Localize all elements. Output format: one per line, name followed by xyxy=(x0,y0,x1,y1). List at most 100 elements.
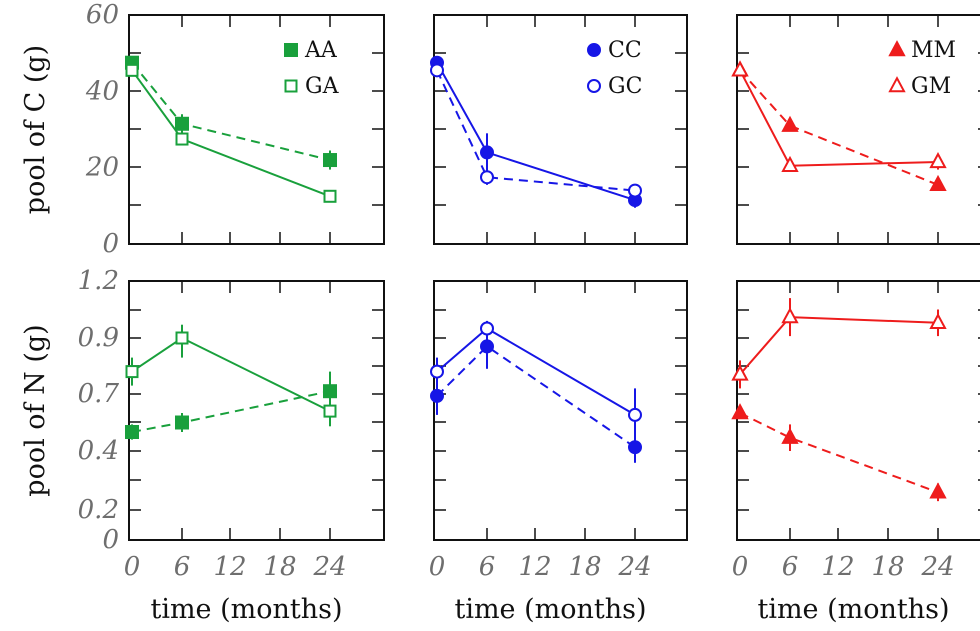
x-tick-label: 0 xyxy=(732,552,749,582)
series-marker xyxy=(929,482,947,499)
y-axis-title: pool of N (g) xyxy=(20,324,51,496)
y-tick-label: 0 xyxy=(102,229,119,259)
y-tick-label: 60 xyxy=(86,0,119,30)
x-tick-label: 18 xyxy=(263,552,296,582)
series-marker xyxy=(628,183,642,198)
x-tick-label: 0 xyxy=(429,552,446,582)
series-marker xyxy=(125,425,139,439)
series-line xyxy=(739,69,939,167)
series-marker xyxy=(323,153,337,168)
plot-frame xyxy=(128,280,385,541)
series-line xyxy=(436,62,636,202)
series-marker xyxy=(888,76,906,93)
series-marker xyxy=(731,403,749,420)
series-marker xyxy=(929,152,947,169)
legend-label: MM xyxy=(911,38,956,63)
series-marker xyxy=(480,145,494,160)
legend-label: GC xyxy=(608,74,642,99)
series-marker xyxy=(929,174,947,192)
x-tick-label: 6 xyxy=(782,552,799,582)
series-gc xyxy=(430,63,642,198)
chart-panel: 00.2 0.4 0.7 0.9 1.2 0 6 12 18 24 time (months) poo… xyxy=(20,266,385,625)
series-marker xyxy=(323,189,337,203)
series-aa xyxy=(125,371,337,440)
series-marker xyxy=(175,116,189,131)
series-gm xyxy=(731,60,947,172)
chart-panel: 0 20 40 60 pool of C (g) AA GA xyxy=(20,0,385,259)
series-line xyxy=(436,345,636,449)
y-tick-label: 0.9 xyxy=(78,323,119,353)
y-tick-label: 0.4 xyxy=(78,436,119,466)
y-tick-label: 20 xyxy=(85,153,119,183)
x-tick-label: 12 xyxy=(821,552,854,582)
chart-panel: 0 6 12 18 24 time (months) xyxy=(429,280,688,625)
series-marker xyxy=(480,321,494,336)
x-axis-title: time (months) xyxy=(757,594,949,625)
legend-label: AA xyxy=(304,38,338,63)
series-ga xyxy=(125,324,337,427)
series-marker xyxy=(430,388,444,403)
series-marker xyxy=(430,63,444,78)
series-line xyxy=(436,327,636,416)
chart-panel: CC GC xyxy=(430,14,688,245)
series-marker xyxy=(781,427,799,444)
series-line xyxy=(739,412,939,494)
y-tick-label: 40 xyxy=(85,76,119,106)
series-marker xyxy=(175,132,189,146)
y-tick-label: 0.7 xyxy=(78,379,120,409)
y-tick-label: 0.2 xyxy=(78,495,119,525)
plot-frame xyxy=(433,280,688,541)
chart-panel: 0 6 12 18 24 time (months) xyxy=(731,280,980,625)
series-marker xyxy=(175,415,189,430)
series-marker xyxy=(175,331,189,345)
legend-label: CC xyxy=(608,38,642,63)
series-marker xyxy=(628,407,642,422)
series-marker xyxy=(480,339,494,354)
series-marker xyxy=(480,170,494,185)
series-marker xyxy=(731,364,749,381)
x-tick-label: 0 xyxy=(124,552,141,582)
x-tick-label: 12 xyxy=(213,552,246,582)
series-marker xyxy=(587,79,601,93)
series-gc xyxy=(430,320,642,440)
x-tick-label: 18 xyxy=(871,552,904,582)
series-marker xyxy=(125,63,139,77)
x-tick-label: 18 xyxy=(568,552,601,582)
series-line xyxy=(739,316,939,376)
series-marker xyxy=(781,115,799,132)
series-line xyxy=(131,336,331,412)
series-marker xyxy=(284,79,298,93)
series-marker xyxy=(929,312,947,329)
y-axis-title: pool of C (g) xyxy=(20,45,51,214)
legend-label: GA xyxy=(305,74,340,99)
series-mm xyxy=(731,403,947,502)
x-tick-label: 24 xyxy=(920,552,954,582)
x-tick-label: 24 xyxy=(617,552,651,582)
chart-panel: MM GM xyxy=(731,14,980,245)
series-gm xyxy=(731,298,947,389)
y-tick-label: 0 xyxy=(102,525,119,555)
series-marker xyxy=(125,365,139,379)
legend-label: GM xyxy=(911,74,951,99)
series-marker xyxy=(888,40,906,57)
series-marker xyxy=(587,43,601,57)
x-axis-title: time (months) xyxy=(150,594,342,625)
series-marker xyxy=(781,307,799,324)
series-line xyxy=(436,69,636,192)
series-cc xyxy=(430,328,642,463)
series-marker xyxy=(323,404,337,418)
series-marker xyxy=(628,440,642,455)
series-ga xyxy=(125,63,337,203)
series-aa xyxy=(125,55,337,170)
plot-frame xyxy=(128,14,385,245)
x-axis-title: time (months) xyxy=(454,594,646,625)
series-marker xyxy=(731,60,749,77)
series-marker xyxy=(323,384,337,399)
x-tick-label: 6 xyxy=(479,552,496,582)
series-marker xyxy=(430,364,444,379)
y-tick-label: 1.2 xyxy=(78,266,119,296)
x-tick-label: 24 xyxy=(312,552,346,582)
series-line xyxy=(739,69,939,186)
plot-frame xyxy=(433,14,688,245)
